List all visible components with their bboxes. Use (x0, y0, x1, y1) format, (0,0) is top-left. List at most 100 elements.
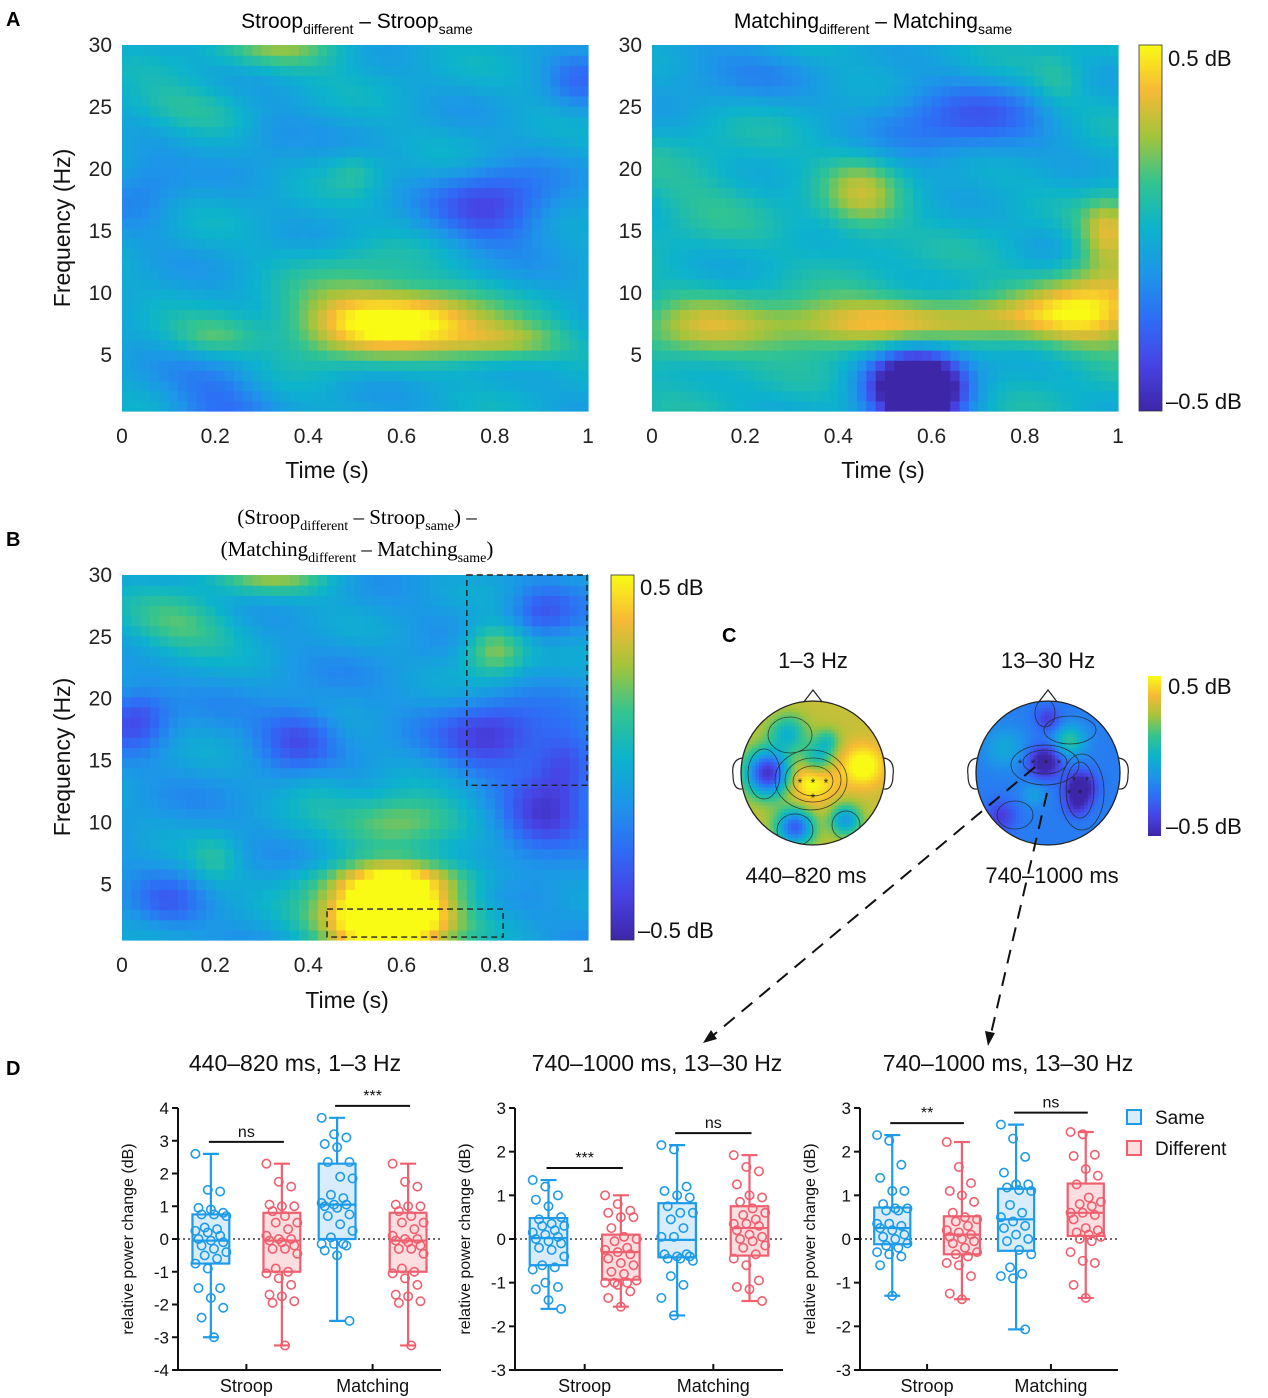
heatmap-cell (866, 370, 877, 382)
heatmap-cell (940, 400, 951, 412)
heatmap-cell (149, 136, 160, 148)
heatmap-cell (466, 899, 477, 911)
heatmap-cell (168, 329, 179, 341)
heatmap-cell (261, 156, 272, 168)
heatmap-cell (912, 167, 923, 178)
heatmap-cell (652, 197, 662, 209)
heatmap-cell (345, 248, 356, 260)
heatmap-cell (968, 177, 979, 188)
heatmap-cell (903, 187, 914, 199)
heatmap-cell (987, 45, 998, 56)
heatmap-cell (261, 615, 272, 627)
heatmap-cell (773, 350, 784, 361)
heatmap-cell (466, 350, 477, 361)
heatmap-cell (829, 197, 839, 209)
heatmap-cell (912, 268, 923, 280)
heatmap-cell (810, 309, 821, 321)
heatmap-cell (791, 207, 802, 219)
heatmap-cell (364, 838, 375, 850)
heatmap-cell (327, 177, 337, 188)
heatmap-cell (1108, 146, 1119, 158)
heatmap-cell (345, 329, 356, 341)
heatmap-cell (754, 228, 765, 239)
heatmap-cell (205, 575, 216, 586)
heatmap-cell (140, 869, 151, 880)
heatmap-cell (401, 197, 412, 209)
heatmap-cell (177, 360, 188, 371)
heatmap-cell (438, 45, 449, 56)
heatmap-cell (233, 146, 244, 158)
heatmap-cell (401, 228, 412, 239)
heatmap-cell (140, 390, 151, 402)
heatmap-cell (457, 656, 468, 667)
heatmap-cell (504, 360, 515, 371)
heatmap-cell (122, 716, 132, 728)
heatmap-cell (336, 380, 347, 392)
heatmap-cell (485, 309, 496, 321)
heatmap-cell (327, 126, 337, 138)
heatmap-cell (420, 777, 431, 789)
heatmap-cell (763, 207, 774, 219)
heatmap-cell (261, 716, 272, 728)
heatmap-cell (345, 676, 356, 688)
heatmap-cell (327, 350, 337, 361)
heatmap-cell (243, 879, 254, 890)
heatmap-cell (903, 309, 914, 321)
heatmap-cell (931, 400, 942, 412)
heatmap-cell (801, 217, 812, 229)
heatmap-cell (364, 197, 375, 209)
heatmap-cell (345, 716, 356, 728)
heatmap-cell (1043, 268, 1054, 280)
heatmap-cell (317, 116, 328, 127)
heatmap-cell (1108, 228, 1119, 239)
heatmap-cell (448, 929, 459, 941)
heatmap-cell (317, 228, 328, 239)
heatmap-cell (707, 370, 718, 382)
heatmap-cell (345, 55, 356, 66)
heatmap-cell (149, 635, 160, 647)
heatmap-cell (1108, 329, 1119, 341)
heatmap-cell (438, 787, 449, 799)
heatmap-cell (382, 339, 393, 351)
heatmap-cell (466, 126, 477, 138)
heatmap-cell (336, 808, 347, 819)
heatmap-cell (410, 329, 421, 341)
heatmap-cell (131, 899, 142, 911)
heatmap-cell (745, 238, 756, 249)
heatmap-cell (522, 126, 533, 138)
heatmap-cell (578, 55, 589, 66)
heatmap-cell (289, 777, 300, 789)
heatmap-cell (763, 55, 774, 66)
heatmap-cell (1071, 126, 1082, 138)
heatmap-cell (420, 370, 431, 382)
heatmap-cell (448, 615, 459, 627)
heatmap-cell (327, 899, 337, 911)
heatmap-cell (261, 177, 272, 188)
heatmap-cell (829, 299, 839, 310)
heatmap-cell (866, 278, 877, 290)
heatmap-cell (215, 595, 226, 607)
heatmap-cell (875, 116, 886, 127)
panel-label-b: B (6, 529, 20, 551)
heatmap-cell (819, 278, 830, 290)
heatmap-cell (261, 106, 272, 117)
heatmap-cell (177, 716, 188, 728)
heatmap-cell (922, 146, 933, 158)
heatmap-cell (1034, 45, 1045, 56)
heatmap-cell (215, 177, 226, 188)
heatmap-cell (196, 136, 207, 148)
heatmap-cell (532, 299, 542, 310)
heatmap-cell (1015, 156, 1026, 168)
heatmap-cell (959, 258, 970, 270)
heatmap-cell (308, 238, 319, 249)
heatmap-cell (308, 575, 319, 586)
x-tick-label: 0.4 (294, 425, 324, 448)
heatmap-cell (410, 716, 421, 728)
heatmap-cell (1052, 238, 1063, 249)
heatmap-cell (345, 319, 356, 331)
heatmap-cell (392, 858, 403, 870)
heatmap-cell (652, 390, 662, 402)
heatmap-cell (541, 329, 552, 341)
heatmap-cell (373, 595, 384, 607)
heatmap-cell (1080, 370, 1091, 382)
